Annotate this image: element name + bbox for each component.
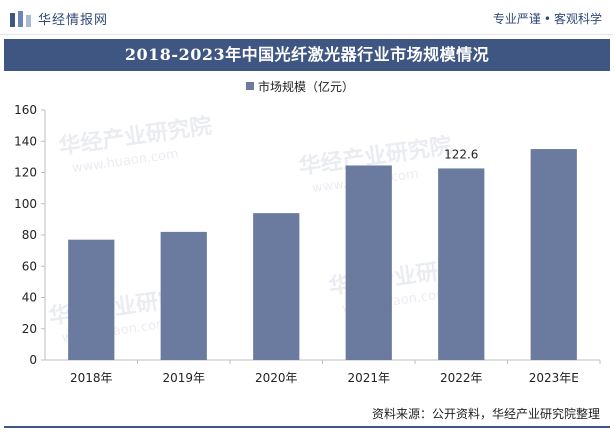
y-tick-label: 160 [14,103,37,117]
y-tick-label: 40 [22,291,37,305]
slogan: 专业严谨 • 客观科学 [493,10,602,27]
x-tick-label: 2020年 [255,371,298,385]
y-tick-label: 60 [22,259,37,273]
bar [438,168,485,360]
brand: 华经情报网 [10,9,108,28]
brand-logo-icon [10,10,31,27]
bar [160,231,207,360]
legend-label: 市场规模（亿元） [258,79,354,94]
y-tick-label: 80 [22,228,37,242]
bar-chart: 华经产业研究院www.huaon.com华经产业研究院www.huaon.com… [14,79,601,385]
x-tick-label: 2023年E [529,371,579,385]
slogan-left: 专业严谨 [492,12,541,26]
y-tick-label: 20 [22,322,37,336]
top-bar: 华经情报网 专业严谨 • 客观科学 [0,0,614,35]
x-tick-label: 2018年 [70,371,113,385]
bar [345,165,392,360]
legend-swatch [246,82,254,90]
x-tick-label: 2022年 [440,371,483,385]
y-tick-label: 120 [14,166,37,180]
y-tick-label: 100 [14,197,37,211]
brand-name: 华经情报网 [38,13,109,28]
slogan-dot-icon: • [543,12,551,26]
source-note: 资料来源：公开资料，华经产业研究院整理 [371,407,600,421]
bottom-rule [4,426,610,428]
chart-title: 2018-2023年中国光纤激光器行业市场规模情况 [4,39,610,71]
x-tick-label: 2019年 [162,371,205,385]
y-tick-label: 0 [29,353,37,367]
y-tick-label: 140 [14,134,37,148]
bar [253,213,300,360]
slogan-right: 客观科学 [553,12,602,26]
data-label: 122.6 [444,147,478,161]
bar [530,149,577,360]
bar [68,239,115,360]
x-tick-label: 2021年 [347,371,390,385]
